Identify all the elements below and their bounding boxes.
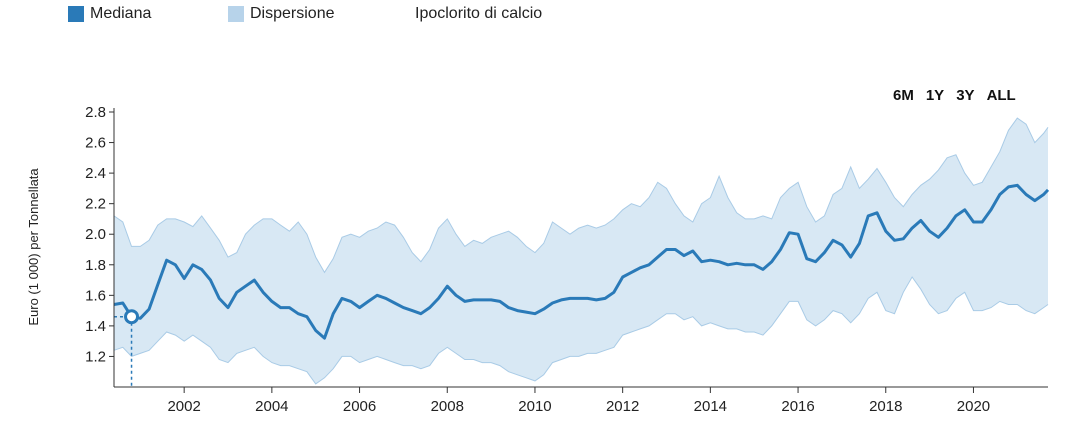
y-tick-label: 2.2 [85, 196, 106, 213]
y-tick-label: 1.4 [85, 318, 106, 335]
x-tick-label: 2012 [606, 398, 639, 415]
highlight-marker [124, 309, 140, 325]
legend-label-dispersion: Dispersione [250, 5, 335, 22]
legend-label-median: Mediana [90, 5, 152, 22]
dispersion-swatch [228, 6, 244, 22]
x-tick-label: 2006 [343, 398, 376, 415]
range-selector: 6M 1Y 3Y ALL [893, 87, 1028, 104]
x-tick-label: 2020 [957, 398, 990, 415]
dispersion-upper-edge [113, 117, 1049, 274]
x-tick-label: 2010 [518, 398, 551, 415]
x-tick-label: 2004 [255, 398, 288, 415]
y-axis-title: Euro (1 000) per Tonnellata [26, 168, 41, 326]
legend-item-dispersion[interactable]: Dispersione [228, 5, 334, 23]
legend-item-median[interactable]: Mediana [68, 5, 151, 23]
x-tick-label: 2008 [431, 398, 464, 415]
x-tick-label: 2014 [694, 398, 727, 415]
y-tick-label: 1.2 [85, 348, 106, 365]
range-button-1y[interactable]: 1Y [925, 87, 945, 104]
range-button-6m[interactable]: 6M [893, 87, 914, 104]
legend-item-product: Ipoclorito di calcio [415, 5, 542, 23]
y-tick-label: 2.8 [85, 104, 106, 121]
y-tick-label: 1.6 [85, 287, 106, 304]
y-tick-label: 2.4 [85, 165, 106, 182]
y-tick-label: 2.0 [85, 226, 106, 243]
range-button-all[interactable]: ALL [986, 87, 1016, 104]
x-tick-label: 2002 [167, 398, 200, 415]
x-tick-label: 2016 [781, 398, 814, 415]
y-tick-label: 2.6 [85, 135, 106, 152]
product-name: Ipoclorito di calcio [415, 5, 543, 22]
median-line [113, 183, 1050, 340]
y-tick-label: 1.8 [85, 257, 106, 274]
x-tick-label: 2018 [869, 398, 902, 415]
dispersion-band [114, 118, 1048, 384]
median-swatch [68, 6, 84, 22]
range-button-3y[interactable]: 3Y [956, 87, 975, 104]
dispersion-lower-edge [113, 276, 1049, 385]
